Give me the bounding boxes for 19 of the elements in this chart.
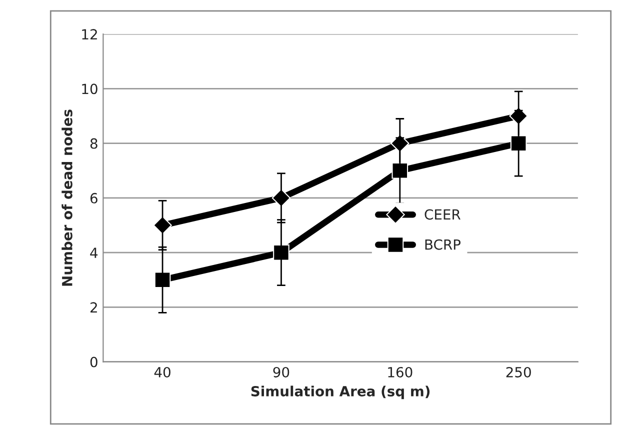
point: [273, 244, 290, 261]
legend-label: CEER: [424, 209, 460, 220]
x-tick-label: 160: [388, 366, 412, 378]
x-tick-label: 90: [273, 366, 290, 378]
y-tick-label: 12: [82, 29, 97, 40]
y-tick-label: 4: [90, 248, 98, 258]
point: [154, 272, 171, 288]
x-axis-title: Simulation Area (sq m): [251, 386, 430, 400]
y-tick-label: 10: [82, 84, 98, 94]
y-tick-label: 2: [90, 302, 97, 312]
point: [510, 135, 527, 152]
x-tick-label: 40: [154, 366, 170, 378]
y-tick-label: 0: [90, 356, 98, 368]
y-tick-label: 6: [90, 192, 98, 204]
y-axis-title: Number of dead nodes: [62, 110, 72, 286]
point: [392, 162, 408, 179]
y-tick-label: 8: [90, 138, 98, 149]
legend-label: BCRP: [425, 239, 461, 250]
x-tick-label: 250: [506, 366, 531, 378]
